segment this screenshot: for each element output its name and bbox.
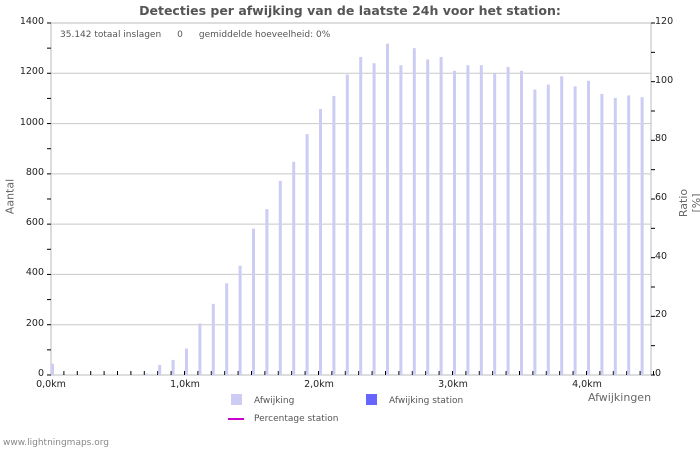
bar: [225, 283, 229, 375]
legend-afwijking-station-swatch: [366, 394, 377, 405]
bar: [533, 89, 537, 375]
footer-watermark: www.lightningmaps.org: [3, 438, 109, 448]
summary-average: gemiddelde hoeveelheid: 0%: [198, 30, 331, 40]
bar: [198, 323, 202, 375]
bar: [359, 56, 363, 375]
right-tick-label: 20: [655, 309, 668, 321]
bar: [412, 48, 416, 376]
bar: [613, 97, 617, 375]
right-tick-label: 40: [655, 250, 668, 262]
left-tick-label: 600: [25, 217, 44, 229]
left-tick-label: 400: [25, 267, 44, 279]
bar: [600, 93, 604, 375]
bar: [479, 65, 483, 376]
legend-afwijking-label: Afwijking: [254, 396, 295, 406]
bar: [265, 209, 269, 375]
bar: [305, 134, 309, 375]
left-tick-label: 200: [25, 317, 44, 329]
x-tick-label: 3,0km: [438, 379, 468, 390]
bar: [399, 65, 403, 376]
summary-station-count: 0: [177, 30, 183, 40]
right-tick-label: 80: [655, 133, 668, 145]
bar: [466, 65, 470, 376]
right-axis-label: Ratio [%]: [677, 188, 700, 218]
bar: [292, 161, 296, 375]
bar: [453, 70, 456, 376]
bar: [426, 59, 430, 375]
bar: [560, 76, 564, 375]
bar: [332, 95, 336, 376]
x-tick-label: 2,0km: [304, 379, 334, 390]
bar: [520, 70, 523, 376]
left-tick-label: 1400: [19, 16, 44, 27]
x-axis-label: Afwijkingen: [588, 391, 652, 404]
right-tick-label: 100: [655, 74, 674, 86]
left-tick-label: 1000: [19, 116, 44, 128]
bar: [345, 74, 349, 376]
right-tick-label: 120: [655, 16, 674, 27]
bar: [278, 180, 282, 375]
legend-percentage-station-line: [228, 418, 244, 420]
bar: [573, 86, 577, 376]
bar: [386, 43, 389, 376]
bar: [238, 265, 242, 375]
x-tick-label: 1,0km: [170, 379, 200, 390]
right-tick-label: 60: [655, 192, 668, 203]
bar: [546, 84, 550, 375]
bar: [439, 56, 443, 375]
bar: [51, 363, 54, 375]
legend-afwijking-station-label: Afwijking station: [389, 396, 464, 406]
bar: [252, 228, 255, 375]
left-tick-label: 800: [25, 166, 44, 178]
legend-percentage-station-label: Percentage station: [254, 414, 339, 424]
legend-afwijking-swatch: [231, 394, 242, 405]
x-tick-label: 4,0km: [572, 379, 602, 390]
bar: [211, 303, 215, 375]
bar: [171, 359, 175, 375]
bar: [185, 348, 188, 375]
left-tick-label: 0: [37, 368, 44, 379]
left-axis-label: Aantal: [3, 178, 17, 215]
bar: [506, 67, 510, 375]
bar: [319, 108, 322, 375]
summary-total: 35.142 totaal inslagen: [60, 30, 162, 40]
bar: [158, 364, 162, 375]
bar: [493, 73, 497, 376]
left-tick-label: 1200: [19, 66, 44, 78]
bar: [587, 80, 590, 375]
bar: [144, 373, 148, 375]
summary-line: 35.142 totaal inslagen 0 gemiddelde hoevee…: [60, 30, 346, 40]
bar: [627, 95, 631, 375]
bar: [372, 63, 376, 375]
bar: [640, 97, 644, 376]
right-tick-label: 0: [655, 368, 662, 379]
x-tick-label: 0,0km: [36, 379, 66, 390]
chart-title: Detecties per afwijking van de laatste 2…: [139, 3, 561, 18]
